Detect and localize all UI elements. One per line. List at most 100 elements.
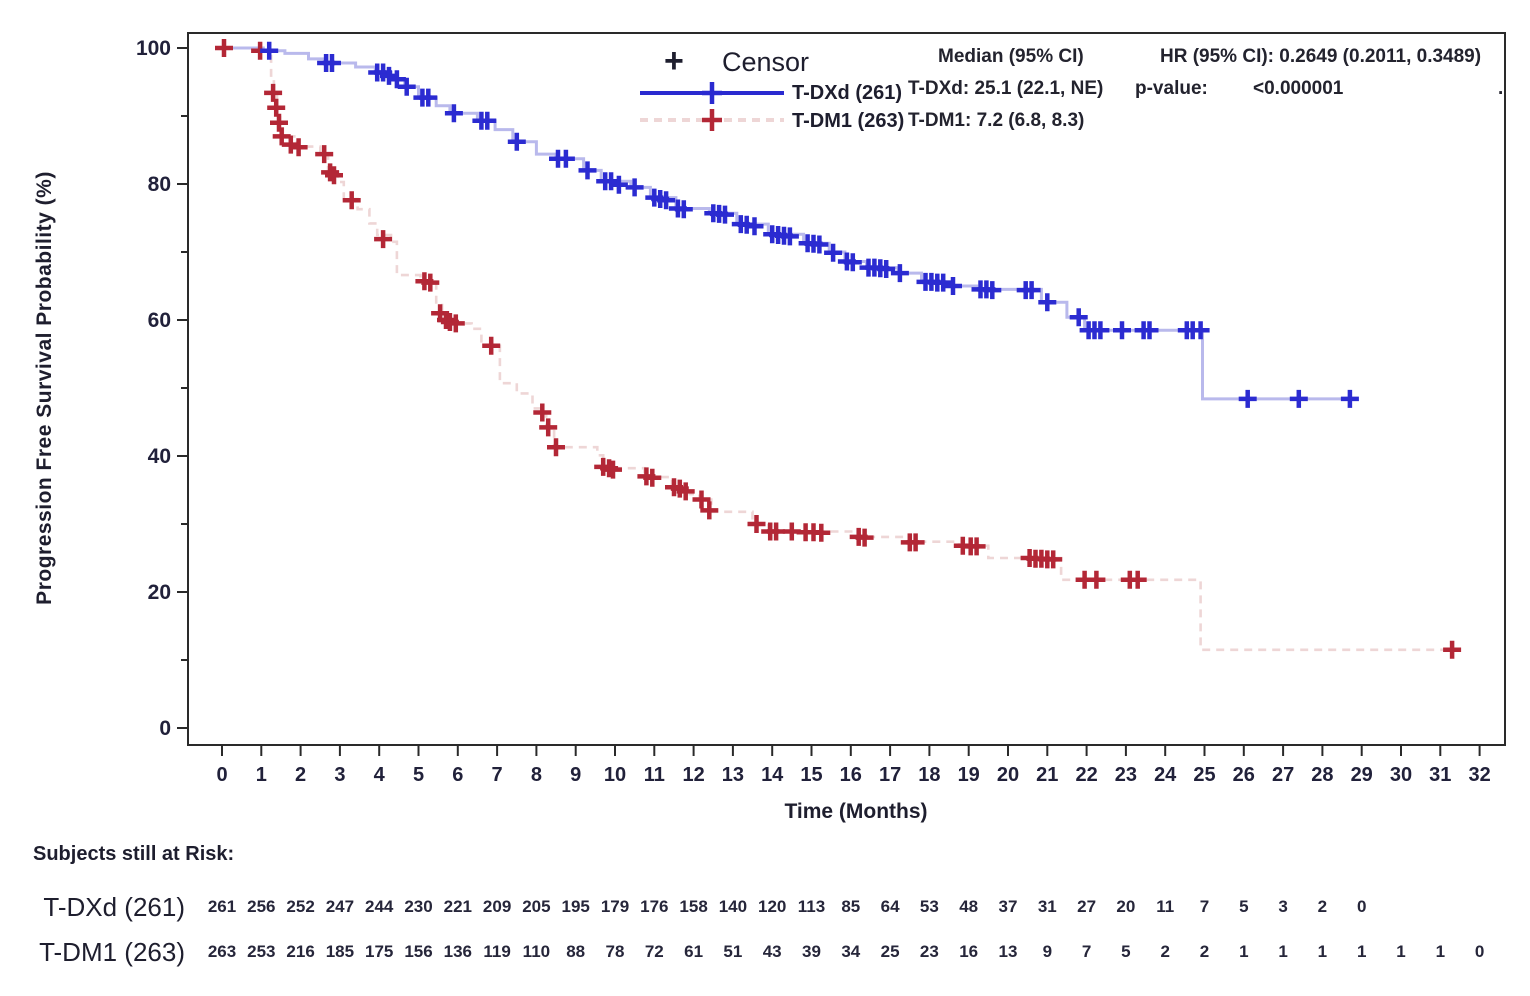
- svg-text:16: 16: [840, 764, 862, 786]
- risk-count: 61: [684, 942, 704, 961]
- risk-count: 16: [959, 942, 979, 961]
- x-axis-label: Time (Months): [784, 800, 928, 823]
- risk-count: 252: [286, 897, 315, 916]
- svg-text:80: 80: [148, 173, 171, 196]
- svg-text:20: 20: [997, 764, 1019, 786]
- risk-count: 51: [723, 942, 743, 961]
- svg-text:4: 4: [374, 764, 386, 786]
- svg-text:24: 24: [1154, 764, 1177, 786]
- legend-item-tdm1: [638, 107, 788, 138]
- risk-count: 261: [207, 897, 237, 916]
- risk-count: 158: [679, 897, 708, 916]
- risk-count: 13: [998, 942, 1018, 961]
- risk-count: 27: [1077, 897, 1097, 916]
- svg-text:3: 3: [334, 764, 345, 786]
- risk-count: 2: [1160, 942, 1170, 961]
- risk-count: 110: [522, 942, 551, 961]
- risk-count: 2: [1199, 942, 1210, 961]
- svg-text:1: 1: [256, 764, 267, 786]
- risk-count: 176: [640, 897, 669, 916]
- risk-count: 48: [959, 897, 979, 916]
- risk-count: 120: [758, 897, 787, 916]
- risk-count: 209: [482, 897, 512, 916]
- risk-count: 9: [1042, 942, 1053, 961]
- legend-line-tdxd-icon: [640, 82, 784, 104]
- svg-text:23: 23: [1115, 764, 1137, 786]
- stats-pvalue-value: <0.000001: [1253, 78, 1344, 99]
- risk-count: 3: [1278, 897, 1288, 916]
- risk-count: 72: [644, 942, 664, 961]
- svg-text:5: 5: [413, 764, 424, 786]
- risk-count: 23: [919, 942, 939, 961]
- risk-count: 53: [919, 897, 939, 916]
- svg-text:20: 20: [148, 581, 171, 604]
- risk-count: 156: [404, 942, 433, 961]
- risk-count: 5: [1239, 897, 1249, 916]
- risk-count: 256: [247, 897, 276, 916]
- stats-trailing-dot: .: [1498, 78, 1504, 99]
- svg-text:17: 17: [879, 764, 901, 786]
- risk-count: 0: [1474, 942, 1485, 961]
- svg-text:15: 15: [800, 764, 822, 786]
- svg-text:14: 14: [761, 764, 784, 786]
- risk-count: 185: [325, 942, 355, 961]
- svg-text:60: 60: [148, 309, 171, 332]
- risk-count: 0: [1356, 897, 1367, 916]
- svg-text:25: 25: [1193, 764, 1215, 786]
- svg-text:26: 26: [1233, 764, 1255, 786]
- risk-count: 1: [1317, 942, 1328, 961]
- risk-count: 140: [718, 897, 748, 916]
- svg-text:18: 18: [918, 764, 940, 786]
- stats-tdm1-median: T-DM1: 7.2 (6.8, 8.3): [908, 110, 1085, 131]
- risk-count: 39: [802, 942, 821, 961]
- risk-count: 5: [1121, 942, 1131, 961]
- risk-count: 7: [1199, 897, 1210, 916]
- risk-count: 25: [880, 942, 900, 961]
- risk-count: 11: [1156, 897, 1175, 916]
- risk-count: 136: [443, 942, 472, 961]
- svg-text:0: 0: [159, 717, 171, 740]
- svg-text:28: 28: [1311, 764, 1333, 786]
- risk-row-label-tdm1: T-DM1 (263): [39, 937, 185, 967]
- censor-label: Censor: [722, 47, 810, 77]
- stats-pvalue-label: p-value:: [1135, 78, 1208, 99]
- stats-median-header: Median (95% CI): [938, 46, 1084, 67]
- svg-text:19: 19: [958, 764, 980, 786]
- risk-count: 113: [797, 897, 826, 916]
- risk-row-label-tdxd: T-DXd (261): [43, 892, 185, 922]
- risk-count: 85: [841, 897, 861, 916]
- risk-count: 43: [762, 942, 782, 961]
- legend-item-tdxd: [638, 80, 788, 111]
- risk-count: 195: [561, 897, 590, 916]
- y-axis-label: Progression Free Survival Probability (%…: [33, 171, 56, 605]
- stats-tdxd-median: T-DXd: 25.1 (22.1, NE): [908, 78, 1104, 99]
- svg-text:31: 31: [1429, 764, 1451, 786]
- svg-text:9: 9: [570, 764, 581, 786]
- risk-count: 2: [1317, 897, 1328, 916]
- risk-count: 1: [1239, 942, 1249, 961]
- risk-count: 205: [522, 897, 551, 916]
- risk-count: 31: [1037, 897, 1057, 916]
- risk-count: 37: [998, 897, 1018, 916]
- risk-count: 1: [1356, 942, 1367, 961]
- risk-count: 1: [1396, 942, 1406, 961]
- svg-text:13: 13: [722, 764, 744, 786]
- svg-text:40: 40: [148, 445, 171, 468]
- censor-plus-icon: +: [664, 42, 684, 80]
- risk-count: 34: [841, 942, 861, 961]
- risk-count: 64: [880, 897, 900, 916]
- risk-count: 78: [605, 942, 625, 961]
- svg-text:29: 29: [1351, 764, 1373, 786]
- svg-text:8: 8: [531, 764, 542, 786]
- risk-count: 216: [286, 942, 315, 961]
- risk-count: 253: [247, 942, 276, 961]
- risk-count: 119: [483, 942, 511, 961]
- risk-count: 244: [365, 897, 394, 916]
- risk-count: 247: [325, 897, 355, 916]
- risk-count: 221: [443, 897, 472, 916]
- svg-text:10: 10: [604, 764, 626, 786]
- risk-count: 230: [404, 897, 433, 916]
- risk-count: 88: [566, 942, 586, 961]
- svg-text:11: 11: [644, 764, 665, 786]
